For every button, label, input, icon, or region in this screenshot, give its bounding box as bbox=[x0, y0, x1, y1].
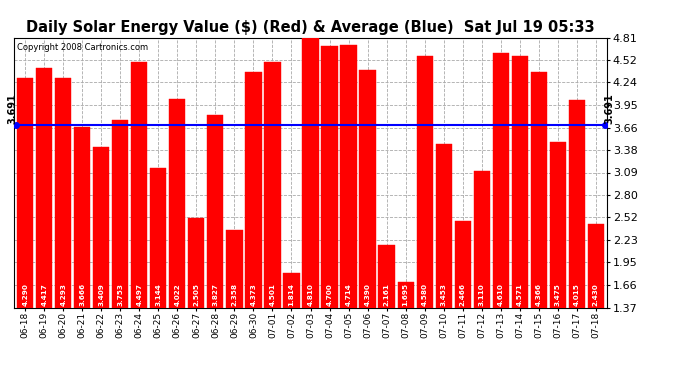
Bar bbox=[93, 147, 110, 308]
Text: 4.366: 4.366 bbox=[535, 283, 542, 306]
Text: 4.501: 4.501 bbox=[270, 283, 275, 306]
Text: 2.161: 2.161 bbox=[384, 283, 390, 306]
Bar bbox=[169, 99, 186, 308]
Bar bbox=[531, 72, 546, 308]
Bar bbox=[17, 78, 33, 308]
Text: 4.373: 4.373 bbox=[250, 283, 257, 306]
Text: 4.390: 4.390 bbox=[364, 283, 371, 306]
Bar bbox=[435, 144, 452, 308]
Bar bbox=[150, 168, 166, 308]
Text: 4.610: 4.610 bbox=[497, 283, 504, 306]
Text: 2.430: 2.430 bbox=[593, 283, 599, 306]
Text: 3.691: 3.691 bbox=[7, 93, 17, 124]
Text: 1.695: 1.695 bbox=[402, 283, 408, 306]
Text: 2.466: 2.466 bbox=[460, 283, 466, 306]
Text: Copyright 2008 Cartronics.com: Copyright 2008 Cartronics.com bbox=[17, 43, 148, 52]
Text: 4.580: 4.580 bbox=[422, 283, 428, 306]
Bar bbox=[379, 245, 395, 308]
Text: 4.714: 4.714 bbox=[346, 283, 351, 306]
Bar bbox=[226, 230, 242, 308]
Bar bbox=[131, 62, 148, 308]
Bar bbox=[473, 171, 490, 308]
Text: 3.666: 3.666 bbox=[79, 283, 86, 306]
Text: 4.293: 4.293 bbox=[60, 283, 66, 306]
Bar bbox=[550, 142, 566, 308]
Bar bbox=[588, 224, 604, 308]
Text: 2.358: 2.358 bbox=[231, 283, 237, 306]
Bar bbox=[340, 45, 357, 308]
Text: 4.290: 4.290 bbox=[22, 283, 28, 306]
Text: 4.417: 4.417 bbox=[41, 283, 47, 306]
Text: 3.475: 3.475 bbox=[555, 283, 561, 306]
Bar bbox=[188, 218, 204, 308]
Text: 3.453: 3.453 bbox=[441, 283, 446, 306]
Text: 3.691: 3.691 bbox=[604, 93, 614, 124]
Text: 4.810: 4.810 bbox=[308, 283, 313, 306]
Bar bbox=[246, 72, 262, 308]
Text: 4.022: 4.022 bbox=[175, 283, 180, 306]
Bar bbox=[75, 127, 90, 308]
Bar bbox=[284, 273, 299, 308]
Text: 3.753: 3.753 bbox=[117, 283, 124, 306]
Bar bbox=[302, 38, 319, 308]
Text: 3.144: 3.144 bbox=[155, 283, 161, 306]
Bar bbox=[417, 56, 433, 308]
Bar bbox=[511, 56, 528, 308]
Bar bbox=[112, 120, 128, 308]
Bar bbox=[493, 53, 509, 307]
Text: 3.827: 3.827 bbox=[213, 283, 219, 306]
Bar bbox=[264, 62, 281, 308]
Text: 2.505: 2.505 bbox=[193, 283, 199, 306]
Bar bbox=[455, 222, 471, 308]
Bar bbox=[569, 100, 585, 308]
Text: 4.571: 4.571 bbox=[517, 283, 523, 306]
Bar bbox=[397, 282, 414, 308]
Title: Daily Solar Energy Value ($) (Red) & Average (Blue)  Sat Jul 19 05:33: Daily Solar Energy Value ($) (Red) & Ave… bbox=[26, 20, 595, 35]
Text: 4.015: 4.015 bbox=[574, 283, 580, 306]
Text: 4.497: 4.497 bbox=[137, 283, 142, 306]
Text: 1.814: 1.814 bbox=[288, 283, 295, 306]
Bar bbox=[359, 70, 375, 308]
Bar bbox=[322, 46, 337, 308]
Bar bbox=[36, 68, 52, 308]
Bar bbox=[55, 78, 71, 308]
Text: 3.110: 3.110 bbox=[479, 283, 484, 306]
Text: 3.409: 3.409 bbox=[98, 283, 104, 306]
Bar bbox=[207, 115, 224, 308]
Text: 4.700: 4.700 bbox=[326, 283, 333, 306]
